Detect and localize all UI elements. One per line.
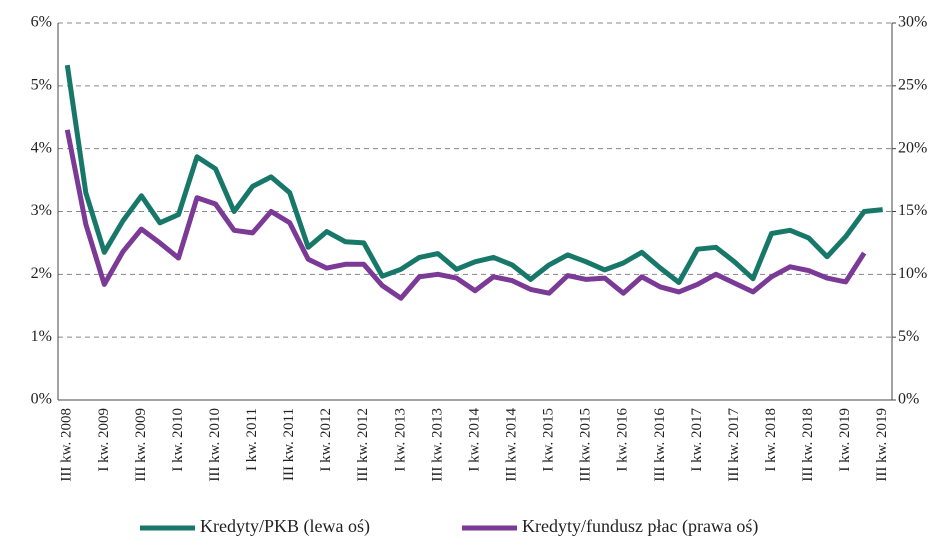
x-tick-label: III kw. 2011 — [281, 408, 297, 481]
y2-tick-label: 20% — [898, 139, 927, 156]
y2-tick-label: 15% — [898, 202, 927, 219]
series-line — [64, 129, 867, 301]
y-tick-label: 6% — [31, 14, 52, 31]
x-tick-label: III kw. 2013 — [429, 408, 445, 482]
x-tick-label: III kw. 2009 — [133, 408, 149, 482]
y-tick-label: 3% — [31, 202, 52, 219]
x-tick-label: III kw. 2015 — [578, 408, 594, 482]
x-tick-label: III kw. 2019 — [874, 408, 890, 482]
x-tick-label: I kw. 2016 — [615, 408, 631, 472]
x-tick-label: III kw. 2017 — [726, 408, 742, 482]
y-tick-label: 1% — [31, 328, 52, 345]
legend-label: Kredyty/fundusz płac (prawa oś) — [522, 516, 758, 537]
series-line — [64, 64, 883, 285]
x-tick-label: I kw. 2014 — [466, 408, 482, 472]
x-tick-label: I kw. 2019 — [837, 408, 853, 472]
y-tick-label: 5% — [31, 77, 52, 94]
y-tick-label: 0% — [31, 391, 52, 408]
x-tick-label: I kw. 2009 — [96, 408, 112, 472]
y2-tick-label: 25% — [898, 77, 927, 94]
y2-tick-label: 5% — [898, 328, 919, 345]
y2-tick-label: 30% — [898, 14, 927, 31]
x-tick-label: III kw. 2016 — [652, 408, 668, 482]
x-tick-label: I kw. 2013 — [392, 408, 408, 472]
x-tick-label: III kw. 2010 — [207, 408, 223, 482]
x-tick-label: III kw. 2012 — [355, 408, 371, 482]
x-tick-label: I kw. 2011 — [244, 408, 260, 471]
y-tick-label: 2% — [31, 265, 52, 282]
x-tick-label: III kw. 2018 — [800, 408, 816, 482]
x-tick-label: III kw. 2008 — [59, 408, 75, 482]
x-tick-label: III kw. 2014 — [504, 408, 520, 482]
x-tick-label: I kw. 2010 — [170, 408, 186, 472]
y2-tick-label: 10% — [898, 265, 927, 282]
legend-label: Kredyty/PKB (lewa oś) — [200, 516, 370, 537]
y-tick-label: 4% — [31, 139, 52, 156]
x-tick-label: I kw. 2017 — [689, 408, 705, 472]
x-tick-label: I kw. 2015 — [541, 408, 557, 472]
x-tick-label: I kw. 2018 — [763, 408, 779, 472]
y2-tick-label: 0% — [898, 391, 919, 408]
x-tick-label: I kw. 2012 — [318, 408, 334, 472]
